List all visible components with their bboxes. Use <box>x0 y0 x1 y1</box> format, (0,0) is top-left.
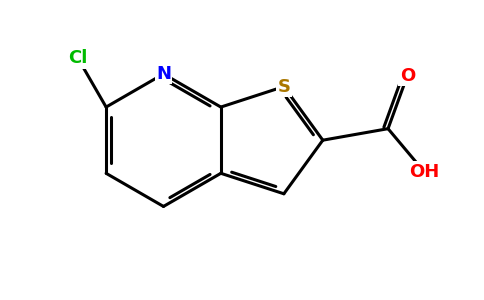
Text: N: N <box>156 65 171 83</box>
Text: Cl: Cl <box>68 49 88 67</box>
Text: O: O <box>400 67 415 85</box>
Text: OH: OH <box>409 163 439 181</box>
Text: S: S <box>277 78 290 96</box>
